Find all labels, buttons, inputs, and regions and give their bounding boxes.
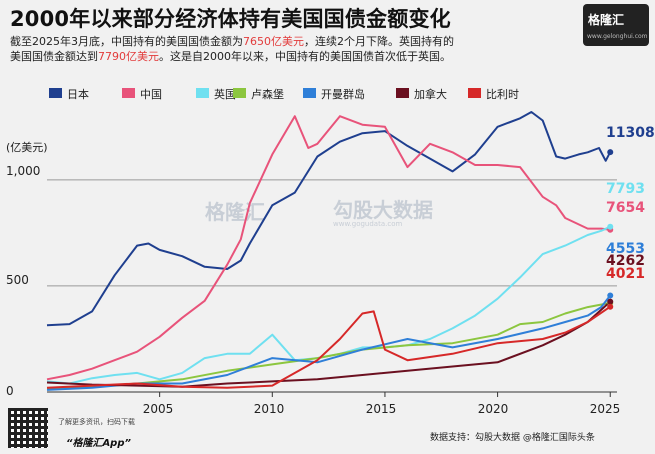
subtitle-2-highlight: 7790亿美元	[98, 50, 159, 63]
series-line-belgium	[46, 305, 611, 389]
end-label-uk: 7793	[606, 181, 645, 197]
legend-swatch	[396, 88, 409, 98]
subtitle-line-2: 美国国债金额达到7790亿美元。这是自2000年以来，中国持有的美国国债首次低于…	[10, 48, 451, 64]
legend-label: 中国	[140, 88, 162, 101]
subtitle-1a: 截至2025年3月底，中国持有的美国国债金额为	[10, 35, 243, 48]
legend-swatch	[196, 88, 209, 98]
series-line-japan	[46, 111, 612, 327]
watermark-data-brand: 勾股大数据	[333, 198, 433, 222]
y-tick-label: 500	[6, 273, 29, 287]
series-line-china	[46, 115, 611, 381]
qr-note: 了解更多资讯，扫码下载	[58, 418, 135, 426]
x-tick-label: 2015	[365, 402, 397, 416]
legend-swatch	[49, 88, 62, 98]
series-line-canada	[46, 300, 611, 388]
data-source: 数据支持：勾股大数据 @格隆汇国际头条	[430, 433, 595, 443]
app-name: “格隆汇App”	[66, 438, 131, 449]
series-end-point-belgium	[607, 303, 614, 310]
series-end-point-japan	[607, 149, 614, 156]
x-tick-label: 2005	[142, 402, 174, 416]
series-end-point-cayman	[607, 292, 614, 299]
end-label-china: 7654	[606, 200, 645, 216]
legend-label: 日本	[67, 88, 89, 101]
watermark: 格隆汇 勾股大数据 www.gogudata.com	[205, 192, 465, 232]
subtitle-2b: 。这是自2000年以来，中国持有的美国国债首次低于英国。	[159, 50, 451, 63]
legend-label: 开曼群岛	[321, 88, 365, 101]
end-label-canada: 4262	[606, 253, 645, 269]
subtitle-1-highlight: 7650亿美元	[243, 35, 304, 48]
legend-label: 比利时	[486, 88, 519, 101]
x-tick-label: 2010	[253, 402, 285, 416]
y-axis-unit-label: (亿美元)	[6, 141, 48, 154]
brand-logo-url: www.gelonghui.com	[587, 33, 648, 40]
x-tick-label: 2025	[589, 402, 621, 416]
y-tick-label: 1,000	[6, 164, 41, 178]
subtitle-2a: 美国国债金额达到	[10, 50, 98, 63]
brand-logo: 格隆汇 www.gelonghui.com	[583, 4, 649, 46]
series-line-cayman	[46, 294, 611, 391]
series-line-luxembourg	[46, 301, 611, 390]
series-end-point-uk	[607, 223, 614, 230]
end-label-cayman: 4553	[606, 241, 645, 257]
brand-logo-text: 格隆汇	[588, 13, 625, 27]
chart-title: 2000年以来部分经济体持有美国国债金额变化	[10, 7, 451, 31]
legend-swatch	[303, 88, 316, 98]
subtitle-1b: ，连续2个月下降。英国持有的	[304, 35, 454, 48]
end-label-japan: 11308	[606, 125, 655, 141]
end-label-belgium: 4021	[606, 266, 645, 282]
qr-code[interactable]	[8, 408, 48, 448]
legend-swatch	[233, 88, 246, 98]
subtitle-line-1: 截至2025年3月底，中国持有的美国国债金额为7650亿美元，连续2个月下降。英…	[10, 33, 454, 49]
legend-label: 英国	[214, 88, 236, 101]
watermark-brand: 格隆汇	[205, 200, 265, 224]
x-tick-label: 2020	[477, 402, 509, 416]
legend-label: 加拿大	[414, 88, 447, 101]
watermark-data-url: www.gogudata.com	[333, 220, 403, 228]
legend-swatch	[122, 88, 135, 98]
series-end-point-canada	[607, 298, 614, 305]
legend-label: 卢森堡	[251, 88, 284, 101]
legend-swatch	[468, 88, 481, 98]
y-tick-label: 0	[6, 384, 14, 398]
